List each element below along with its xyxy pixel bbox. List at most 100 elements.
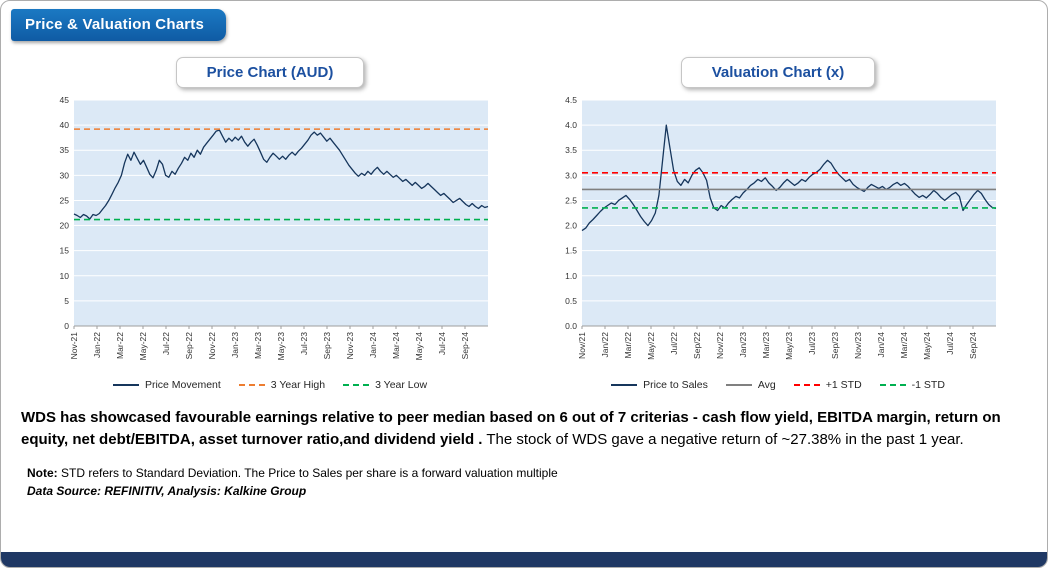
svg-text:Nov/23: Nov/23 [853,332,863,359]
svg-text:Sep/22: Sep/22 [692,332,702,359]
svg-text:Mar-24: Mar-24 [391,332,401,359]
svg-text:Jul/24: Jul/24 [945,332,955,355]
legend-label-price-to-sales: Price to Sales [643,379,708,391]
data-source: Data Source: REFINITIV, Analysis: Kalkin… [27,484,307,499]
svg-text:4.0: 4.0 [565,120,577,130]
svg-text:20: 20 [60,221,70,231]
svg-text:Jul/23: Jul/23 [807,332,817,355]
note-label: Note: [27,465,58,480]
commentary-regular: The stock of WDS gave a negative return … [482,430,964,448]
valuation-chart-title: Valuation Chart (x) [711,64,845,81]
price-chart-block: Price Chart (AUD) 0 5 10 15 20 25 30 35 40 45 Nov-… [44,57,496,391]
legend-item-price-movement: Price Movement [112,379,221,391]
svg-text:May/22: May/22 [646,332,656,360]
svg-text:Sep/24: Sep/24 [968,332,978,359]
notes: Note: STD refers to Standard Deviation. … [27,464,1047,501]
svg-text:May/24: May/24 [922,332,932,360]
svg-text:Mar/23: Mar/23 [761,332,771,359]
svg-text:Jan-22: Jan-22 [92,332,102,358]
svg-text:Jul-24: Jul-24 [437,332,447,355]
svg-text:Sep-24: Sep-24 [460,332,470,360]
svg-text:2.0: 2.0 [565,221,577,231]
svg-text:35: 35 [60,145,70,155]
svg-text:Sep/23: Sep/23 [830,332,840,359]
legend-swatch-price-to-sales [611,384,638,386]
valuation-chart: 0.0 0.5 1.0 1.5 2.0 2.5 3.0 3.5 4.0 4.5 Nov/21 Jan/… [552,94,1004,377]
legend-label-1-std: -1 STD [911,379,945,391]
svg-text:Mar/24: Mar/24 [899,332,909,359]
legend-label-3-year-high: 3 Year High [270,379,326,391]
legend-item-3-year-high: 3 Year High [238,379,326,391]
svg-text:30: 30 [60,170,70,180]
price-chart: 0 5 10 15 20 25 30 35 40 45 Nov-21 Jan-22 Mar-22 May-… [44,94,496,377]
price-chart-title: Price Chart (AUD) [206,64,334,81]
svg-text:45: 45 [60,95,70,105]
valuation-chart-header: Valuation Chart (x) [680,57,876,88]
svg-text:0.5: 0.5 [565,296,577,306]
legend-label-3-year-low: 3 Year Low [375,379,428,391]
page-title-badge: Price & Valuation Charts [11,9,227,41]
svg-text:May-22: May-22 [138,332,148,361]
svg-text:4.5: 4.5 [565,95,577,105]
legend-swatch-3-year-low [343,384,370,386]
commentary: WDS has showcased favourable earnings re… [21,407,1021,451]
commentary-bold: WDS has showcased favourable earnings re… [21,409,1001,448]
valuation-chart-block: Valuation Chart (x) 0.0 0.5 1.0 1.5 2.0 2.5 3.… [552,57,1004,391]
legend-item-1-std: -1 STD [879,379,945,391]
svg-text:Jan/23: Jan/23 [738,332,748,358]
svg-text:Nov-22: Nov-22 [207,332,217,360]
valuation-chart-svg: 0.0 0.5 1.0 1.5 2.0 2.5 3.0 3.5 4.0 4.5 Nov/21 Jan/… [565,95,997,360]
svg-text:Jan-24: Jan-24 [368,332,378,358]
price-chart-header: Price Chart (AUD) [175,57,365,88]
svg-text:Sep-23: Sep-23 [322,332,332,360]
svg-text:May/23: May/23 [784,332,794,360]
svg-text:Nov-21: Nov-21 [69,332,79,360]
svg-text:Mar-22: Mar-22 [115,332,125,359]
legend-item-1-std: +1 STD [793,379,862,391]
legend-swatch-avg [725,384,752,386]
legend-item-avg: Avg [725,379,776,391]
svg-text:Nov-23: Nov-23 [345,332,355,360]
svg-text:15: 15 [60,246,70,256]
svg-text:40: 40 [60,120,70,130]
svg-text:Jan/22: Jan/22 [600,332,610,358]
legend-swatch-price-movement [112,384,139,386]
page-title: Price & Valuation Charts [25,16,205,33]
svg-text:Jul-23: Jul-23 [299,332,309,355]
price-chart-svg: 0 5 10 15 20 25 30 35 40 45 Nov-21 Jan-22 Mar-22 May-… [60,95,489,361]
legend-swatch-1-std [879,384,906,386]
svg-text:1.0: 1.0 [565,271,577,281]
svg-text:Jul-22: Jul-22 [161,332,171,355]
svg-text:5: 5 [64,296,69,306]
note-text: STD refers to Standard Deviation. The Pr… [57,465,558,480]
svg-text:Jul/22: Jul/22 [669,332,679,355]
note-line: Note: STD refers to Standard Deviation. … [27,464,1047,483]
price-chart-legend: Price Movement 3 Year High 3 Year Low [112,379,428,391]
legend-label-avg: Avg [757,379,776,391]
svg-text:0.0: 0.0 [565,321,577,331]
svg-text:25: 25 [60,195,70,205]
svg-text:3.0: 3.0 [565,170,577,180]
svg-text:Jan/24: Jan/24 [876,332,886,358]
legend-label-price-movement: Price Movement [144,379,221,391]
svg-text:1.5: 1.5 [565,246,577,256]
svg-text:3.5: 3.5 [565,145,577,155]
svg-text:Sep-22: Sep-22 [184,332,194,360]
svg-text:2.5: 2.5 [565,195,577,205]
svg-text:May-23: May-23 [276,332,286,361]
svg-text:0: 0 [64,321,69,331]
svg-text:Mar/22: Mar/22 [623,332,633,359]
svg-text:Jan-23: Jan-23 [230,332,240,358]
svg-text:May-24: May-24 [414,332,424,361]
svg-text:10: 10 [60,271,70,281]
legend-item-price-to-sales: Price to Sales [611,379,708,391]
valuation-chart-legend: Price to Sales Avg +1 STD -1 STD [611,379,945,391]
legend-label-1-std: +1 STD [825,379,862,391]
bottom-bar [1,552,1047,567]
svg-text:Nov/21: Nov/21 [577,332,587,359]
svg-text:Nov/22: Nov/22 [715,332,725,359]
svg-text:Mar-23: Mar-23 [253,332,263,359]
legend-swatch-3-year-high [238,384,265,386]
legend-swatch-1-std [793,384,820,386]
